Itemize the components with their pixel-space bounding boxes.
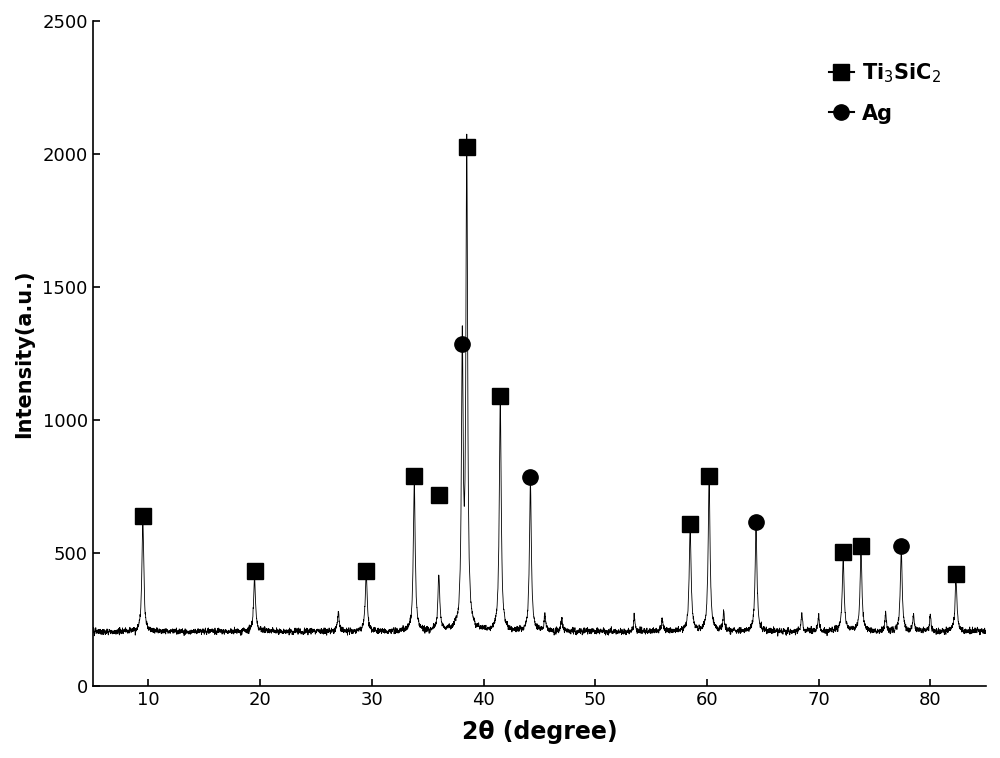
Y-axis label: Intensity(a.u.): Intensity(a.u.) (14, 269, 34, 438)
X-axis label: 2θ (degree): 2θ (degree) (462, 720, 617, 744)
Legend: Ti$_3$SiC$_2$, Ag: Ti$_3$SiC$_2$, Ag (812, 45, 958, 140)
